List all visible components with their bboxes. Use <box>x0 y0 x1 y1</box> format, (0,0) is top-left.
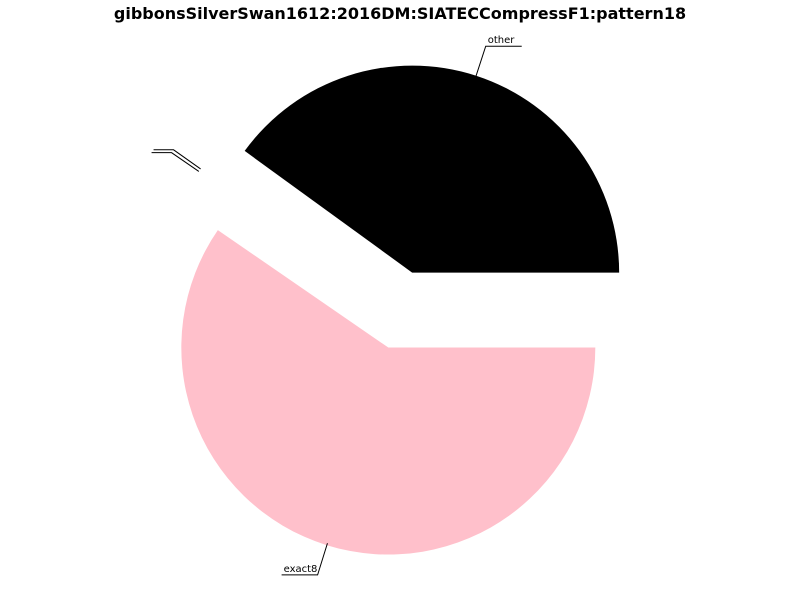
slice-label-exact8: exact8 <box>284 564 318 575</box>
pie-slice-other <box>244 65 620 273</box>
leader-line-other <box>475 45 522 78</box>
pie-labels: other exact8 <box>151 35 522 576</box>
leader-line-slice-1 <box>153 149 201 170</box>
pie-slices <box>181 65 620 555</box>
leader-line-slice-2 <box>151 152 200 172</box>
chart-title: gibbonsSilverSwan1612:2016DM:SIATECCompr… <box>114 4 686 23</box>
pie-slice-exact8 <box>181 230 596 555</box>
pie-slice-slice-1 <box>197 165 368 288</box>
slice-label-other: other <box>488 35 516 46</box>
leader-line-exact8 <box>281 543 328 576</box>
